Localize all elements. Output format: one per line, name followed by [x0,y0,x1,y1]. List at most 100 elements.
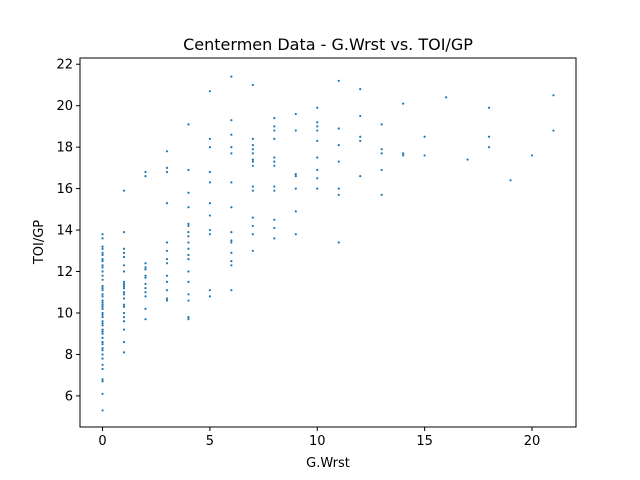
data-point [380,168,383,172]
data-point [230,289,233,292]
data-point [316,125,319,128]
data-point [122,284,126,288]
data-point [122,305,126,308]
data-point [122,264,126,267]
data-point [251,143,254,147]
data-point [122,291,126,294]
data-point [101,336,104,339]
data-point [294,172,297,176]
data-point [101,303,104,306]
data-point [251,249,254,252]
x-axis-label: G.Wrst [306,456,350,471]
data-point [122,247,126,250]
data-point [144,307,147,310]
data-point [101,353,104,356]
data-point [187,123,190,126]
data-point [402,152,405,155]
y-tick-label: 22 [56,58,73,73]
data-point [101,357,104,360]
data-point [230,119,233,122]
data-point [101,284,104,288]
data-point [359,175,362,178]
data-point [101,295,104,298]
data-point [122,293,126,296]
data-point [165,289,169,292]
x-tick-label: 10 [309,434,326,449]
data-point [230,251,233,254]
data-point [445,96,448,99]
data-point [359,88,362,91]
data-point [337,127,340,130]
data-point [251,83,254,87]
data-point [165,170,169,174]
y-tick-label: 18 [56,141,73,156]
data-point [101,274,104,277]
data-point [230,231,233,234]
data-point [144,287,147,290]
data-point [187,299,190,302]
data-point [122,280,126,283]
data-point [101,251,104,254]
data-point [337,187,340,190]
data-point [101,245,104,248]
data-point [251,160,254,163]
data-point [122,255,126,259]
data-point [101,378,104,381]
data-point [208,181,211,184]
data-point [230,239,233,242]
data-point [122,340,126,344]
data-point [144,266,147,269]
data-point [101,363,104,366]
data-point [273,117,276,120]
data-point [423,154,426,157]
data-point [316,177,319,180]
plot-frame [79,57,577,428]
data-point [101,287,104,290]
data-point [122,270,126,273]
data-point [165,262,169,265]
data-point [101,260,104,263]
data-point [316,187,319,190]
data-point [208,295,211,298]
data-point [359,135,362,138]
data-point [251,233,254,236]
data-point [487,146,491,149]
data-point [122,351,126,354]
data-point [122,251,126,254]
x-tick-label: 5 [206,434,214,449]
data-point [122,287,126,290]
data-point [187,293,190,296]
data-point [144,276,147,279]
data-point [165,241,169,244]
data-point [101,367,104,371]
data-point [208,137,211,140]
data-point [101,322,104,325]
data-point [187,318,190,321]
data-point [337,79,340,82]
data-point [101,247,104,250]
data-point [380,152,383,155]
data-point [509,179,512,182]
data-point [337,160,340,163]
data-point [101,253,104,257]
data-point [101,316,104,319]
data-point [466,158,469,161]
data-point [316,168,319,172]
y-tick-label: 12 [56,265,73,280]
data-point [273,185,276,188]
data-point [165,150,169,153]
data-point [380,123,383,126]
data-point [187,241,190,244]
x-tick-label: 15 [416,434,433,449]
data-point [316,156,319,159]
data-point [165,280,169,283]
data-point [101,264,104,267]
data-point [122,282,126,286]
data-point [101,380,104,383]
data-point [187,206,190,209]
data-point [101,328,104,331]
data-point [316,129,319,132]
data-point [101,332,104,335]
data-point [101,320,104,323]
